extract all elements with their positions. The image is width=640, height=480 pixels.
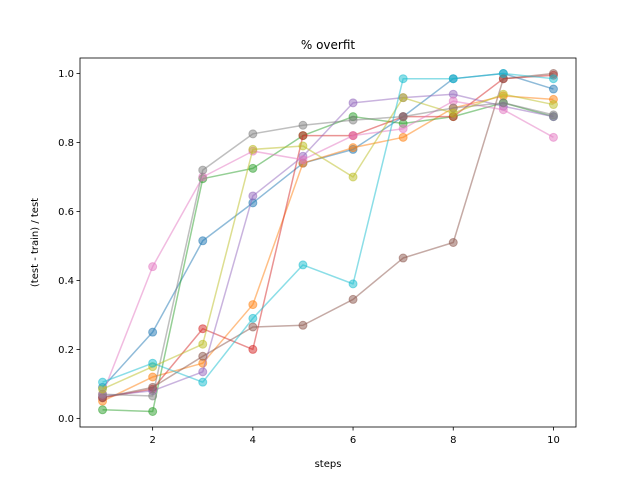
series-line	[102, 74, 554, 399]
data-point	[298, 141, 308, 151]
data-point	[98, 377, 108, 387]
data-point	[198, 165, 208, 175]
data-point	[248, 322, 258, 332]
axes-layer: 2 4 6 8 10 0.0 0.2 0.4 0.6 0.8 1.0	[58, 69, 560, 446]
plot-frame	[79, 57, 577, 428]
y-tick-label: 1.0	[58, 69, 74, 80]
x-tick-label: 6	[350, 435, 356, 446]
data-point	[248, 191, 258, 201]
series-9	[98, 69, 558, 387]
data-point	[148, 391, 158, 401]
data-point	[348, 143, 358, 153]
series-line	[102, 93, 554, 397]
data-point	[398, 112, 408, 122]
series-line	[102, 102, 554, 413]
data-point	[348, 98, 358, 108]
data-point	[548, 100, 558, 110]
data-point	[398, 74, 408, 84]
data-point	[248, 163, 258, 173]
data-point	[198, 367, 208, 377]
data-point	[548, 84, 558, 94]
data-point	[348, 131, 358, 141]
data-point	[98, 405, 108, 415]
data-point	[248, 313, 258, 323]
data-point	[198, 377, 208, 387]
y-tick-label: 0.6	[58, 207, 74, 218]
data-point	[498, 69, 508, 79]
x-tick-label: 4	[250, 435, 256, 446]
y-tick-label: 0.4	[58, 276, 74, 287]
data-point	[348, 279, 358, 289]
data-point	[298, 131, 308, 141]
data-point	[448, 108, 458, 118]
data-point	[348, 294, 358, 304]
data-point	[498, 98, 508, 108]
series-line	[102, 102, 554, 397]
data-point	[248, 144, 258, 154]
data-point	[498, 89, 508, 99]
series-line	[102, 72, 554, 399]
data-point	[298, 155, 308, 165]
series-line	[102, 72, 554, 383]
data-point	[298, 260, 308, 270]
data-point	[398, 124, 408, 134]
data-point	[248, 300, 258, 310]
y-axis-label: (test - train) / test	[30, 198, 41, 287]
x-tick-label: 2	[149, 435, 155, 446]
data-point	[148, 372, 158, 382]
data-point	[348, 115, 358, 125]
data-point	[348, 172, 358, 182]
data-point	[398, 93, 408, 103]
x-axis-label: steps	[315, 459, 342, 470]
data-point	[298, 120, 308, 130]
series-line	[102, 95, 554, 402]
series-layer	[98, 69, 558, 416]
data-point	[148, 262, 158, 272]
x-tick-label: 10	[547, 435, 560, 446]
data-point	[148, 406, 158, 416]
data-point	[548, 74, 558, 84]
x-tick-label: 8	[450, 435, 456, 446]
series-line	[102, 93, 554, 390]
data-point	[198, 351, 208, 361]
data-point	[248, 344, 258, 354]
data-point	[548, 110, 558, 120]
data-point	[398, 253, 408, 263]
y-tick-label: 0.8	[58, 138, 74, 149]
data-point	[398, 132, 408, 142]
data-point	[448, 74, 458, 84]
series-8	[98, 89, 558, 394]
data-point	[148, 327, 158, 337]
data-point	[148, 358, 158, 368]
series-5	[98, 69, 558, 403]
chart-title: % overfit	[301, 38, 356, 52]
y-tick-label: 0.0	[58, 414, 74, 425]
data-point	[548, 132, 558, 142]
data-point	[198, 236, 208, 246]
y-tick-label: 0.2	[58, 345, 74, 356]
data-point	[198, 339, 208, 349]
data-point	[248, 129, 258, 139]
data-point	[298, 320, 308, 330]
data-point	[448, 238, 458, 247]
